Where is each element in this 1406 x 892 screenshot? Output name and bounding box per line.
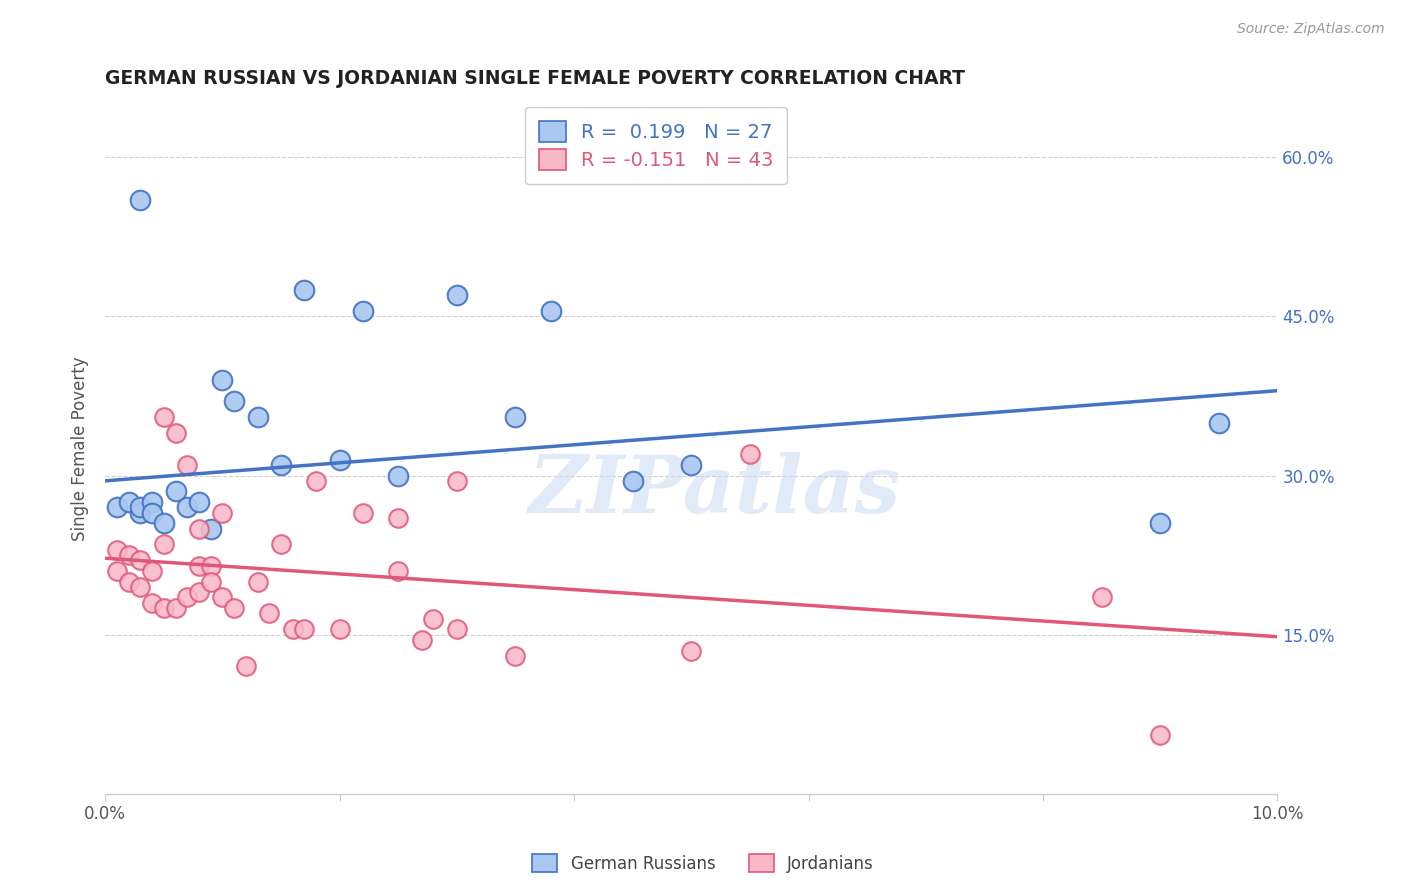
Point: [281, 622, 304, 636]
Point: [188, 558, 211, 573]
Point: [259, 607, 281, 621]
Point: [188, 495, 211, 509]
Point: [118, 574, 141, 589]
Text: Source: ZipAtlas.com: Source: ZipAtlas.com: [1237, 22, 1385, 37]
Point: [200, 558, 222, 573]
Point: [105, 564, 128, 578]
Point: [329, 622, 352, 636]
Point: [1149, 516, 1171, 531]
Point: [411, 632, 433, 647]
Point: [165, 601, 187, 615]
Point: [118, 548, 141, 562]
Legend: German Russians, Jordanians: German Russians, Jordanians: [526, 847, 880, 880]
Point: [246, 410, 269, 425]
Point: [165, 426, 187, 441]
Point: [211, 506, 233, 520]
Point: [246, 574, 269, 589]
Point: [224, 601, 246, 615]
Point: [129, 193, 152, 207]
Point: [235, 659, 257, 673]
Text: GERMAN RUSSIAN VS JORDANIAN SINGLE FEMALE POVERTY CORRELATION CHART: GERMAN RUSSIAN VS JORDANIAN SINGLE FEMAL…: [105, 69, 965, 87]
Point: [681, 458, 703, 472]
Point: [141, 564, 163, 578]
Point: [738, 447, 761, 461]
Point: [200, 522, 222, 536]
Point: [176, 458, 198, 472]
Point: [176, 500, 198, 515]
Text: ZIPatlas: ZIPatlas: [529, 451, 901, 529]
Point: [387, 511, 409, 525]
Point: [294, 283, 316, 297]
Point: [1149, 728, 1171, 742]
Point: [422, 612, 444, 626]
Point: [105, 500, 128, 515]
Point: [352, 506, 374, 520]
Point: [540, 304, 562, 318]
Point: [188, 522, 211, 536]
Point: [200, 574, 222, 589]
Point: [141, 596, 163, 610]
Point: [270, 537, 292, 551]
Point: [270, 458, 292, 472]
Point: [118, 495, 141, 509]
Point: [505, 648, 527, 663]
Point: [1090, 591, 1112, 605]
Point: [211, 373, 233, 387]
Point: [387, 468, 409, 483]
Legend: R =  0.199   N = 27, R = -0.151   N = 43: R = 0.199 N = 27, R = -0.151 N = 43: [524, 107, 787, 184]
Point: [141, 506, 163, 520]
Point: [153, 537, 176, 551]
Point: [129, 506, 152, 520]
Point: [621, 474, 644, 488]
Point: [153, 410, 176, 425]
Point: [1208, 416, 1230, 430]
Point: [129, 500, 152, 515]
Point: [141, 495, 163, 509]
Point: [129, 553, 152, 567]
Point: [224, 394, 246, 409]
Point: [176, 591, 198, 605]
Point: [153, 516, 176, 531]
Point: [188, 585, 211, 599]
Point: [211, 591, 233, 605]
Point: [153, 601, 176, 615]
Point: [446, 288, 468, 302]
Point: [165, 484, 187, 499]
Point: [505, 410, 527, 425]
Point: [129, 580, 152, 594]
Point: [387, 564, 409, 578]
Point: [294, 622, 316, 636]
Point: [352, 304, 374, 318]
Point: [446, 474, 468, 488]
Point: [329, 452, 352, 467]
Point: [305, 474, 328, 488]
Point: [105, 542, 128, 557]
Point: [681, 643, 703, 657]
Y-axis label: Single Female Poverty: Single Female Poverty: [72, 357, 89, 541]
Point: [446, 622, 468, 636]
